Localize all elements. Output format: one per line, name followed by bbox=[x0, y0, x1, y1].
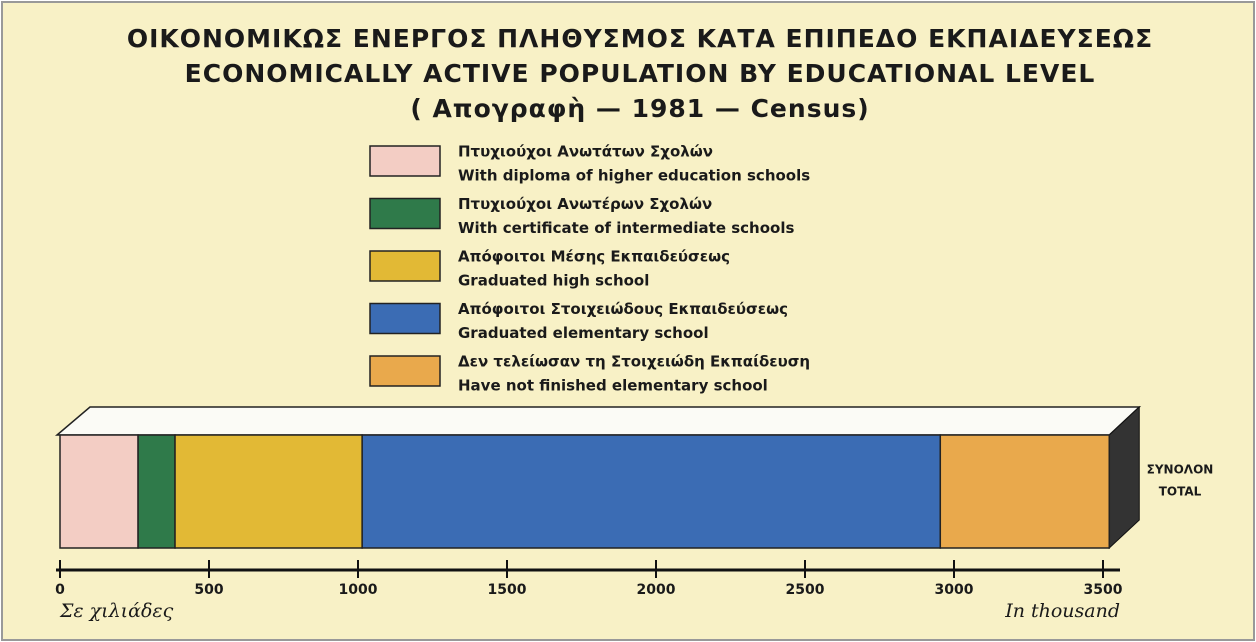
x-tick-label: 2500 bbox=[786, 582, 825, 598]
legend-label: Απόφοιτοι Στοιχειώδους Εκπαιδεύσεως bbox=[458, 300, 788, 318]
chart-title: ( Απογραφὴ — 1981 — Census) bbox=[410, 94, 869, 123]
legend-label: With certificate of intermediate schools bbox=[458, 219, 794, 237]
legend-label: Απόφοιτοι Μέσης Εκπαιδεύσεως bbox=[458, 248, 730, 266]
chart-title: ΟΙΚΟΝΟΜΙΚΩΣ ΕΝΕΡΓΟΣ ΠΛΗΘΥΣΜΟΣ ΚΑΤΑ ΕΠΙΠΕ… bbox=[127, 24, 1153, 53]
bar-segment bbox=[361, 434, 942, 549]
x-tick-label: 3500 bbox=[1084, 582, 1123, 598]
x-axis-label-left: Σε χιλιάδες bbox=[59, 600, 174, 622]
x-tick-label: 0 bbox=[55, 582, 65, 598]
bar-top bbox=[54, 406, 1142, 436]
category-label: TOTAL bbox=[1159, 485, 1202, 499]
bar-segment bbox=[939, 434, 1111, 549]
x-tick-label: 2000 bbox=[637, 582, 676, 598]
legend-label: Graduated high school bbox=[458, 272, 649, 290]
legend-swatch bbox=[369, 197, 441, 230]
legend-swatch bbox=[369, 145, 441, 177]
legend-label: Have not finished elementary school bbox=[458, 377, 768, 395]
category-label: ΣΥΝΟΛΟΝ bbox=[1147, 463, 1214, 477]
legend-label: Graduated elementary school bbox=[458, 324, 709, 342]
x-tick-label: 500 bbox=[194, 582, 223, 598]
x-tick-label: 3000 bbox=[935, 582, 974, 598]
legend-swatch bbox=[369, 250, 441, 282]
chart-title: ECONOMICALLY ACTIVE POPULATION BY EDUCAT… bbox=[185, 59, 1096, 88]
x-tick-label: 1000 bbox=[339, 582, 378, 598]
legend-swatch bbox=[369, 355, 441, 387]
legend-swatch bbox=[369, 302, 441, 335]
bar-segment bbox=[174, 434, 363, 549]
x-tick-label: 1500 bbox=[488, 582, 527, 598]
legend-label: Πτυχιούχοι Ανωτέρων Σχολών bbox=[458, 195, 712, 213]
legend-label: With diploma of higher education schools bbox=[458, 167, 810, 185]
bar-segment bbox=[59, 434, 139, 549]
bar-segment bbox=[137, 434, 176, 549]
x-axis-label-right: In thousand bbox=[1004, 600, 1120, 622]
legend-label: Δεν τελείωσαν τη Στοιχειώδη Εκπαίδευση bbox=[458, 353, 810, 371]
legend-label: Πτυχιούχοι Ανωτάτων Σχολών bbox=[458, 143, 713, 161]
